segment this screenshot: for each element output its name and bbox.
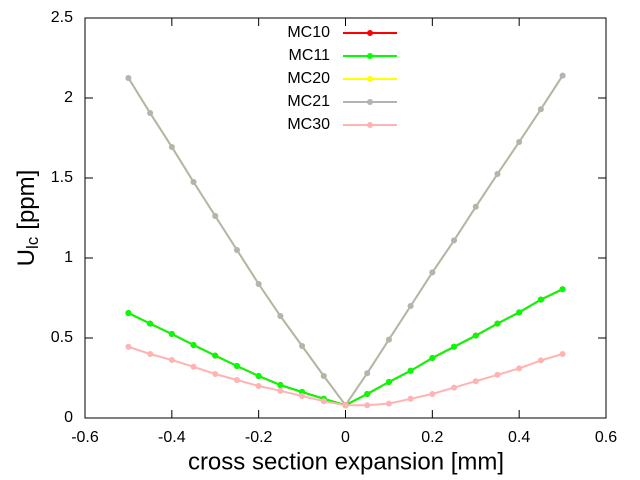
x-tick-label: 0 (341, 429, 350, 446)
data-point (429, 355, 436, 361)
data-point (559, 286, 566, 293)
x-tick-label: 0.2 (421, 429, 443, 446)
x-tick-label: 0.4 (508, 429, 530, 446)
legend-marker (367, 99, 373, 105)
data-point (429, 269, 436, 276)
data-point (364, 391, 371, 397)
data-point (255, 373, 262, 379)
legend-label: MC10 (287, 24, 330, 41)
data-point (190, 179, 197, 185)
data-point (168, 143, 175, 150)
data-point (168, 331, 175, 337)
data-point (212, 371, 219, 377)
y-tick-label: 0 (64, 409, 73, 426)
data-point (494, 171, 501, 177)
data-point (407, 303, 414, 309)
data-point (385, 379, 392, 385)
data-point (407, 367, 414, 374)
data-point (364, 402, 371, 409)
data-point (472, 332, 479, 339)
y-tick-label: 2 (64, 89, 73, 106)
data-point (212, 352, 219, 359)
legend-marker (367, 122, 373, 128)
data-point (364, 370, 371, 377)
legend-label: MC20 (287, 70, 330, 87)
data-point (233, 363, 240, 369)
data-point (212, 213, 219, 219)
data-point (255, 281, 262, 287)
y-axis-label-main: U (13, 249, 40, 266)
data-point (494, 320, 501, 327)
legend-label: MC30 (287, 116, 330, 133)
y-tick-label: 1.5 (51, 169, 73, 186)
data-point (277, 382, 284, 389)
data-point (537, 106, 544, 113)
data-point (147, 351, 154, 357)
data-point (429, 391, 436, 397)
data-point (320, 373, 327, 379)
data-point (277, 387, 284, 394)
data-point (516, 139, 523, 145)
legend-marker (367, 76, 373, 82)
data-point (125, 75, 132, 81)
legend-label: MC21 (287, 93, 330, 110)
data-point (385, 336, 392, 343)
data-point (233, 377, 240, 383)
data-point (125, 310, 132, 317)
data-point (299, 343, 306, 349)
legend-marker (367, 53, 373, 59)
data-point (342, 402, 349, 409)
y-axis-label-unit: [ppm] (13, 170, 40, 230)
data-point (494, 371, 501, 378)
y-tick-label: 1 (64, 249, 73, 266)
data-point (277, 313, 284, 319)
data-point (472, 378, 479, 385)
y-tick-label: 0.5 (51, 329, 73, 346)
x-tick-label: -0.2 (245, 429, 273, 446)
legend-marker (367, 30, 373, 36)
data-point (472, 203, 479, 210)
data-point (385, 400, 392, 407)
data-point (407, 395, 414, 402)
data-point (147, 320, 154, 327)
data-point (320, 398, 327, 405)
data-point (190, 363, 197, 370)
x-axis-label: cross section expansion [mm] (188, 448, 504, 475)
data-point (233, 247, 240, 253)
data-point (537, 357, 544, 364)
data-point (537, 296, 544, 303)
data-point (559, 351, 566, 357)
data-point (190, 342, 197, 349)
x-tick-label: -0.4 (158, 429, 186, 446)
data-point (168, 357, 175, 363)
data-point (255, 383, 262, 389)
data-point (451, 343, 458, 350)
data-point (147, 110, 154, 117)
data-point (516, 365, 523, 372)
data-point (516, 309, 523, 316)
legend-label: MC11 (289, 47, 331, 64)
data-point (451, 384, 458, 391)
data-point (299, 393, 306, 399)
x-tick-label: 0.6 (595, 429, 617, 446)
data-point (559, 72, 566, 79)
x-tick-label: -0.6 (71, 429, 99, 446)
y-axis-label-sub: lc (23, 236, 42, 249)
y-axis-label: Ulc [ppm] (13, 170, 42, 267)
data-point (125, 343, 132, 350)
data-point (451, 237, 458, 244)
y-tick-label: 2.5 (51, 9, 73, 26)
